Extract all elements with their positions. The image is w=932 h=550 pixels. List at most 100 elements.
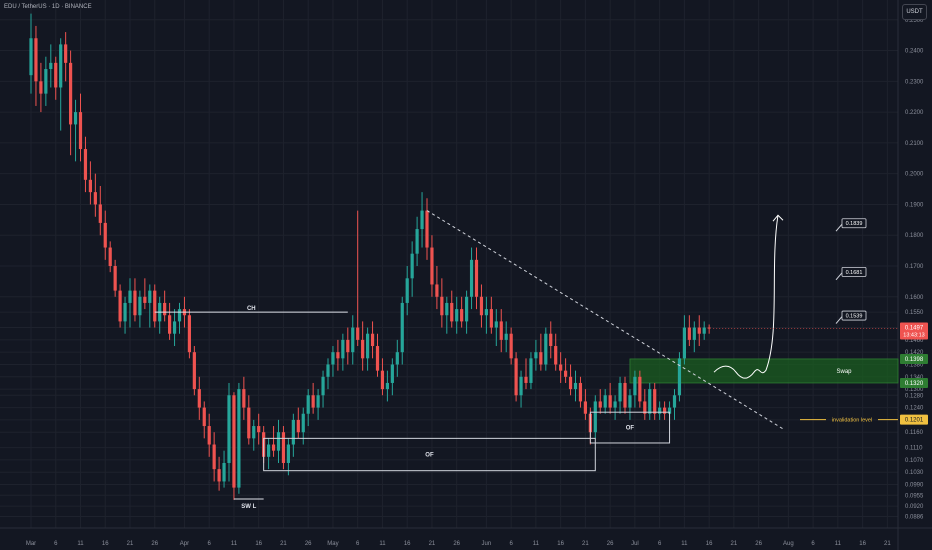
candle-body[interactable]: [118, 290, 122, 322]
candle-body[interactable]: [573, 382, 578, 390]
candle-body[interactable]: [603, 395, 607, 408]
candle-body[interactable]: [578, 382, 583, 402]
candle-body[interactable]: [559, 364, 563, 371]
candle-body[interactable]: [29, 38, 33, 76]
candle-body[interactable]: [286, 444, 290, 463]
candle-body[interactable]: [34, 38, 38, 82]
candle-body[interactable]: [697, 327, 701, 334]
candle-body[interactable]: [69, 62, 73, 125]
order-block-1[interactable]: [263, 437, 596, 472]
candle-body[interactable]: [93, 192, 97, 205]
candle-body[interactable]: [98, 204, 102, 223]
candle-body[interactable]: [623, 382, 627, 408]
target-box-3[interactable]: [841, 218, 867, 229]
candle-body[interactable]: [519, 376, 523, 396]
candle-body[interactable]: [435, 284, 439, 297]
candle-body[interactable]: [702, 327, 706, 334]
candle-body[interactable]: [445, 302, 449, 316]
candle-body[interactable]: [370, 333, 375, 347]
candle-body[interactable]: [539, 352, 543, 365]
candle-body[interactable]: [202, 407, 206, 427]
candle-body[interactable]: [49, 62, 53, 70]
price-tag-1[interactable]: [900, 353, 928, 364]
candle-body[interactable]: [465, 296, 469, 322]
candle-body[interactable]: [450, 302, 454, 322]
candle-body[interactable]: [375, 346, 380, 371]
candle-body[interactable]: [316, 395, 320, 408]
candle-body[interactable]: [692, 327, 696, 340]
candle-body[interactable]: [420, 210, 424, 230]
candle-body[interactable]: [346, 339, 350, 353]
candle-body[interactable]: [608, 395, 612, 408]
candle-body[interactable]: [197, 389, 201, 408]
candle-body[interactable]: [217, 469, 221, 482]
candle-body[interactable]: [242, 389, 246, 408]
candle-body[interactable]: [672, 395, 677, 408]
candle-body[interactable]: [653, 389, 657, 414]
symbol-header[interactable]: EDU / TetherUS · 1D · BINANCE: [4, 4, 92, 10]
candle-body[interactable]: [232, 395, 236, 488]
candle-body[interactable]: [227, 395, 231, 463]
candle-body[interactable]: [618, 382, 622, 402]
candle-body[interactable]: [281, 432, 286, 463]
candle-body[interactable]: [638, 376, 642, 402]
trendline[interactable]: [426, 210, 784, 430]
candle-body[interactable]: [663, 407, 667, 414]
candle-body[interactable]: [658, 407, 662, 414]
candle-body[interactable]: [143, 296, 147, 303]
swap-zone[interactable]: [629, 358, 899, 384]
candle-body[interactable]: [252, 426, 256, 439]
candle-body[interactable]: [405, 278, 409, 303]
candle-body[interactable]: [534, 352, 538, 359]
candle-body[interactable]: [455, 309, 459, 322]
candle-body[interactable]: [153, 290, 157, 322]
candle-body[interactable]: [163, 302, 167, 316]
candle-body[interactable]: [326, 364, 330, 377]
candle-body[interactable]: [331, 352, 335, 365]
candle-body[interactable]: [524, 376, 528, 383]
candle-body[interactable]: [677, 358, 682, 396]
candle-body[interactable]: [593, 401, 597, 433]
candle-body[interactable]: [54, 62, 58, 88]
candle-body[interactable]: [484, 309, 488, 316]
candle-body[interactable]: [385, 382, 389, 390]
candle-body[interactable]: [172, 321, 177, 334]
candle-body[interactable]: [583, 401, 587, 414]
candle-body[interactable]: [469, 259, 474, 297]
order-block-2[interactable]: [589, 411, 671, 444]
candle-body[interactable]: [356, 327, 360, 340]
candle-body[interactable]: [494, 321, 498, 328]
candle-body[interactable]: [59, 44, 63, 88]
candle-body[interactable]: [44, 69, 48, 94]
candle-body[interactable]: [504, 333, 508, 340]
candle-body[interactable]: [291, 419, 295, 445]
candle-body[interactable]: [564, 370, 568, 377]
candle-body[interactable]: [271, 444, 276, 451]
candle-body[interactable]: [474, 259, 479, 297]
candle-body[interactable]: [212, 444, 216, 470]
candle-body[interactable]: [667, 407, 672, 414]
candle-body[interactable]: [168, 315, 172, 334]
candle-body[interactable]: [128, 290, 132, 303]
candle-body[interactable]: [460, 309, 464, 322]
target-box-1[interactable]: [841, 310, 867, 321]
currency-button[interactable]: USDT: [902, 4, 927, 20]
candle-body[interactable]: [78, 112, 83, 150]
candle-body[interactable]: [207, 426, 211, 445]
candle-body[interactable]: [222, 462, 226, 482]
candle-body[interactable]: [554, 346, 558, 365]
current-price-tag[interactable]: [900, 322, 928, 340]
candle-body[interactable]: [187, 315, 191, 353]
candle-body[interactable]: [138, 296, 142, 316]
candle-body[interactable]: [237, 389, 241, 488]
candle-body[interactable]: [133, 290, 137, 316]
candle-body[interactable]: [267, 444, 271, 457]
candle-body[interactable]: [410, 253, 414, 279]
candle-body[interactable]: [177, 309, 182, 322]
candle-body[interactable]: [88, 179, 92, 193]
candle-body[interactable]: [108, 247, 112, 267]
candle-body[interactable]: [479, 296, 484, 316]
candle-body[interactable]: [311, 395, 315, 408]
candle-body[interactable]: [306, 395, 310, 414]
candle-body[interactable]: [276, 432, 281, 451]
